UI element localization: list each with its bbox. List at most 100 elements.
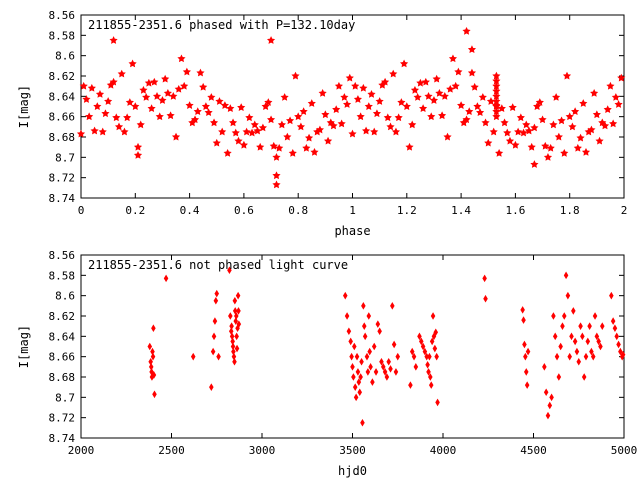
phased-data-point (478, 93, 487, 101)
phased-data-point (302, 143, 311, 152)
unphased-data-point (620, 350, 626, 359)
unphased-data-point (600, 322, 605, 330)
phased-plot-frame (80, 14, 625, 199)
unphased-data-point (551, 312, 556, 320)
phased-y-tick-label: 8.7 (55, 151, 75, 164)
phased-data-point (294, 112, 303, 121)
phased-y-tick-label: 8.72 (49, 172, 76, 185)
phased-data-point (467, 45, 477, 54)
unphased-data-point (417, 332, 422, 341)
phased-data-point (432, 74, 441, 83)
unphased-data-point (413, 363, 419, 371)
unphased-data-point (216, 352, 221, 361)
phased-data-point (307, 99, 316, 107)
phased-data-point (543, 153, 553, 161)
unphased-data-point (609, 291, 614, 300)
phased-data-point (353, 95, 362, 103)
unphased-data-point (147, 342, 153, 351)
phased-data-point (212, 138, 221, 147)
phased-data-point (199, 82, 208, 91)
unphased-y-axis-label: I[mag] (17, 325, 31, 368)
phased-x-tick-label: 1 (349, 204, 356, 217)
unphased-data-point (434, 352, 439, 361)
unphased-data-point (234, 332, 239, 341)
phased-data-point (568, 122, 577, 131)
phased-data-point (503, 128, 512, 137)
unphased-data-point (150, 352, 156, 361)
unphased-data-point (228, 312, 233, 320)
unphased-data-point (370, 378, 375, 386)
phased-data-point (131, 102, 140, 110)
phased-data-point (356, 112, 365, 121)
phased-data-point (446, 84, 455, 93)
phased-data-point (530, 160, 539, 168)
phased-data-point (133, 151, 143, 159)
phased-data-point (614, 100, 623, 108)
unphased-data-point (233, 317, 239, 325)
unphased-data-point (386, 357, 391, 366)
phased-data-point (345, 73, 354, 82)
unphased-data-point (214, 289, 220, 298)
unphased-data-point (356, 378, 362, 386)
phased-data-point (125, 98, 134, 106)
phased-x-tick-label: 1.4 (451, 204, 471, 217)
phased-data-point (114, 122, 124, 131)
phased-x-tick-label: 1.8 (560, 204, 580, 217)
phased-data-point (571, 107, 580, 116)
phased-y-tick-label: 8.74 (49, 192, 76, 205)
phased-data-point (481, 118, 490, 127)
phased-data-point (438, 111, 447, 120)
phased-data-point (381, 77, 390, 86)
phased-data-point (142, 93, 151, 101)
phased-data-point (250, 120, 259, 129)
unphased-data-point (390, 302, 395, 310)
unphased-data-point (429, 337, 435, 346)
unphased-y-tick-label: 8.7 (55, 391, 75, 404)
phased-data-point (389, 69, 398, 78)
unphased-data-point (482, 274, 487, 283)
phased-data-point (467, 68, 477, 77)
phased-data-point (511, 140, 520, 149)
phased-data-point (120, 127, 129, 136)
phased-data-point (611, 93, 620, 101)
unphased-data-point (377, 327, 382, 336)
phased-data-point (370, 127, 379, 136)
unphased-data-point (545, 411, 551, 420)
phased-y-axis-label: I[mag] (17, 85, 31, 128)
phased-data-point (299, 107, 308, 116)
phased-x-tick-label: 1.6 (505, 204, 525, 217)
unphased-data-point (433, 328, 439, 337)
unphased-data-point (388, 365, 393, 373)
phased-data-point (514, 127, 523, 136)
unphased-data-point (571, 307, 576, 315)
phased-data-point (101, 109, 110, 118)
phased-data-point (204, 108, 213, 117)
unphased-x-tick-label: 5000 (611, 444, 638, 457)
phased-data-point (215, 97, 224, 105)
phased-data-point (595, 136, 604, 145)
phased-data-point (500, 118, 509, 127)
unphased-data-point (361, 322, 367, 330)
unphased-data-point (393, 368, 399, 376)
phased-data-point (332, 105, 341, 114)
unphased-x-axis-label: hjd0 (338, 464, 367, 478)
phased-data-point (590, 88, 599, 97)
phased-data-point (489, 127, 498, 136)
phased-data-point (209, 118, 219, 127)
phased-data-point (304, 133, 314, 142)
phased-data-point (573, 143, 582, 152)
unphased-data-point (368, 363, 373, 371)
phased-data-point (473, 102, 482, 110)
phased-data-point (171, 132, 181, 141)
phased-data-point (362, 126, 371, 135)
phased-data-point (76, 129, 86, 138)
phased-data-point (538, 115, 547, 124)
phased-data-point (247, 128, 257, 137)
unphased-data-point (432, 344, 438, 353)
unphased-axis-ticks: 2000 2500 3000 3500 4000 4500 50008.568.588.68… (49, 249, 638, 457)
phased-data-point (530, 123, 539, 132)
phased-data-point (400, 59, 409, 68)
phased-data-point (402, 102, 411, 110)
phased-data-point (443, 132, 452, 141)
unphased-data-point (618, 347, 623, 356)
